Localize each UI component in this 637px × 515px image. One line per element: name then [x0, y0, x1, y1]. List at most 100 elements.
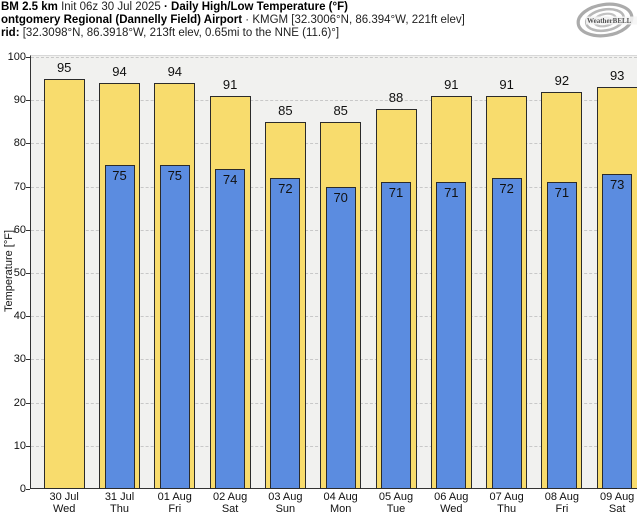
- y-tick-label: 70: [13, 180, 26, 193]
- x-tick-label: 08 Aug Fri: [534, 491, 590, 515]
- x-tick-label: 31 Jul Thu: [92, 491, 148, 515]
- x-tick-label: 07 Aug Thu: [479, 491, 535, 515]
- gridline: [31, 57, 637, 58]
- x-tick-label: 06 Aug Wed: [423, 491, 479, 515]
- y-tick-label: 50: [13, 267, 26, 279]
- x-tick-label: 05 Aug Tue: [368, 491, 424, 515]
- y-tick-mark: [26, 402, 30, 404]
- x-tick-day: Fri: [555, 502, 569, 515]
- header-line-1: BM 2.5 km Init 06z 30 Jul 2025 · Daily H…: [1, 1, 465, 14]
- low-value-label: 73: [609, 176, 625, 192]
- y-tick-label: 90: [13, 94, 26, 107]
- grid-info: [32.3098°N, 86.3918°W, 213ft elev, 0.65m…: [19, 27, 340, 39]
- x-tick-date: 03 Aug: [268, 491, 303, 503]
- x-tick-date: 02 Aug: [212, 491, 248, 503]
- y-tick-label: 100: [7, 51, 26, 63]
- y-tick-mark: [26, 359, 30, 361]
- x-tick-date: 09 Aug: [600, 491, 635, 503]
- low-bar: [436, 182, 467, 489]
- logo-text-bg: [586, 16, 637, 25]
- x-tick-day: Sat: [608, 502, 626, 515]
- high-value-label: 88: [388, 89, 404, 105]
- high-value-label: 91: [499, 76, 514, 92]
- x-tick-date: 07 Aug: [489, 491, 524, 503]
- x-tick-label: 09 Aug Sat: [589, 491, 637, 515]
- x-tick-day: Sat: [221, 502, 239, 515]
- y-axis-title: Temperature [°F]: [3, 229, 15, 313]
- x-tick-label: 01 Aug Fri: [147, 491, 203, 515]
- chart-header: BM 2.5 km Init 06z 30 Jul 2025 · Daily H…: [1, 1, 465, 40]
- low-bar: [215, 169, 246, 489]
- low-value-label: 72: [278, 180, 293, 196]
- x-tick-date: 31 Jul: [104, 491, 135, 503]
- chart-title: · Daily High/Low Temperature (°F): [164, 1, 348, 13]
- low-value-label: 71: [388, 185, 404, 201]
- y-tick-mark: [26, 143, 30, 145]
- low-bar: [325, 186, 356, 489]
- x-tick-date: 04 Aug: [323, 491, 358, 503]
- weatherbell-logo: WeatherBELL: [576, 2, 637, 38]
- high-value-label: 92: [554, 72, 570, 88]
- low-bar: [104, 165, 135, 489]
- x-tick-date: 30 Jul: [49, 491, 79, 503]
- x-tick-day: Wed: [440, 502, 463, 515]
- init-time: Init 06z 30 Jul 2025: [57, 1, 165, 13]
- low-bar: [381, 182, 411, 489]
- high-value-label: 95: [56, 59, 72, 75]
- high-value-label: 91: [444, 76, 459, 92]
- low-value-label: 71: [554, 185, 570, 201]
- gridline: [31, 100, 637, 102]
- x-tick-day: Tue: [386, 502, 406, 515]
- low-bar: [270, 177, 301, 489]
- x-tick-date: 08 Aug: [544, 491, 580, 503]
- y-tick-mark: [26, 316, 30, 318]
- high-value-label: 93: [609, 68, 625, 84]
- low-value-label: 72: [499, 180, 514, 196]
- y-tick-mark: [26, 229, 30, 231]
- y-tick-label: 0: [19, 483, 26, 495]
- grid-label: rid:: [1, 27, 20, 39]
- low-value-label: 75: [112, 168, 127, 183]
- x-tick-day: Sun: [275, 502, 296, 515]
- low-value-label: 75: [167, 168, 183, 183]
- y-tick-label: 30: [13, 353, 26, 366]
- low-bar: [602, 173, 633, 489]
- header-line-2: ontgomery Regional (Dannelly Field) Airp…: [1, 14, 465, 27]
- x-tick-label: 04 Aug Mon: [313, 491, 369, 515]
- y-tick-mark: [26, 100, 30, 102]
- high-value-label: 94: [112, 63, 127, 79]
- y-tick-label: 80: [13, 137, 26, 150]
- low-bar: [159, 165, 190, 489]
- low-value-label: 71: [444, 185, 459, 201]
- y-tick-label: 40: [13, 310, 26, 323]
- station-name: ontgomery Regional (Dannelly Field) Airp…: [1, 14, 243, 26]
- y-tick-mark: [26, 489, 30, 490]
- y-tick-mark: [26, 273, 30, 274]
- x-tick-date: 01 Aug: [157, 491, 192, 503]
- x-tick-day: Thu: [110, 502, 129, 515]
- high-value-label: 94: [167, 63, 183, 79]
- x-tick-label: 30 Jul Wed: [36, 491, 92, 515]
- high-value-label: 85: [333, 102, 348, 118]
- model-name: BM 2.5 km: [1, 1, 58, 13]
- logo-text: WeatherBELL: [587, 17, 632, 25]
- y-tick-label: 20: [13, 396, 26, 409]
- station-meta: · KMGM [32.3006°N, 86.394°W, 221ft elev]: [242, 14, 465, 26]
- x-tick-day: Wed: [52, 502, 76, 515]
- y-tick-mark: [26, 186, 30, 188]
- x-tick-day: Fri: [168, 502, 182, 515]
- y-tick-mark: [26, 445, 30, 447]
- y-tick-label: 10: [13, 439, 26, 452]
- low-bar: [491, 177, 522, 489]
- low-value-label: 74: [222, 172, 238, 188]
- y-tick-mark: [26, 57, 30, 58]
- high-value-label: 91: [222, 76, 238, 92]
- x-tick-date: 06 Aug: [434, 491, 469, 503]
- x-tick-day: Thu: [497, 502, 517, 515]
- x-tick-label: 02 Aug Sat: [202, 491, 258, 515]
- low-bar: [546, 182, 577, 489]
- header-line-3: rid: [32.3098°N, 86.3918°W, 213ft elev, …: [1, 27, 465, 40]
- low-value-label: 70: [333, 189, 348, 205]
